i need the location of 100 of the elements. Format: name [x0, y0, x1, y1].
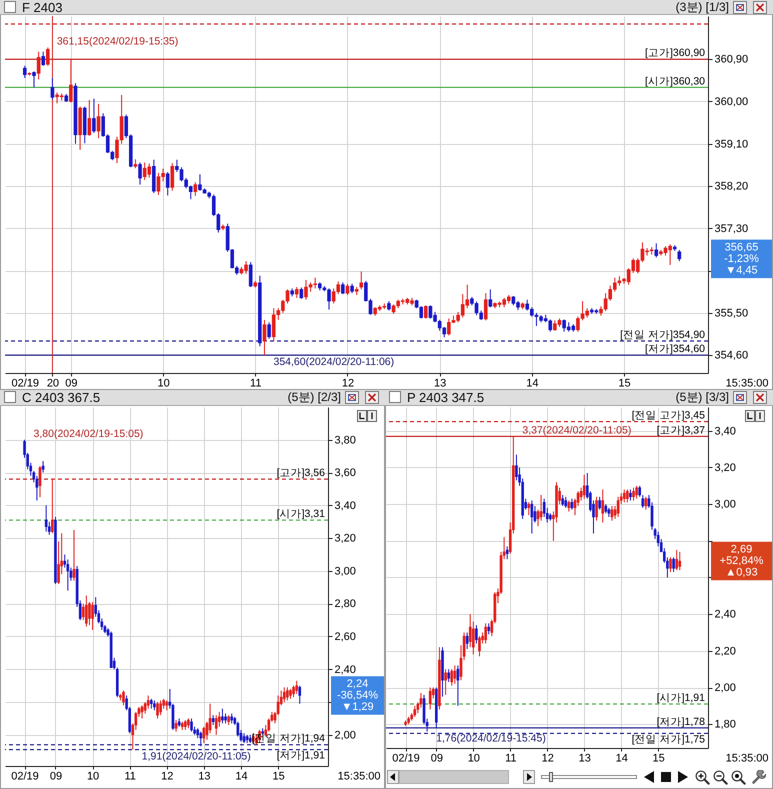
- candlestick: [447, 668, 450, 682]
- annotation: 3,80(2024/02/19-15:05): [34, 428, 144, 440]
- candlestick: [184, 720, 187, 730]
- candlestick: [350, 283, 354, 294]
- candlestick: [221, 708, 224, 724]
- candlestick: [654, 242, 658, 258]
- y-tick-label: 3,20: [334, 532, 356, 545]
- x-axis-title: 15:35:00: [726, 752, 768, 764]
- y-tick-label: 358,20: [714, 180, 748, 193]
- x-tick-label: 15: [272, 770, 285, 782]
- candlestick: [387, 300, 391, 312]
- candlestick: [456, 665, 460, 706]
- candlestick: [214, 714, 218, 736]
- candlestick: [85, 595, 88, 628]
- candlestick: [166, 171, 170, 196]
- chart-title: F 2403: [22, 0, 62, 15]
- candlestick: [450, 668, 454, 686]
- x-tick-label: 13: [578, 752, 591, 764]
- x-tick-label: 20: [46, 378, 60, 390]
- candlestick: [41, 51, 46, 66]
- candlestick: [487, 622, 490, 635]
- text: -1,23%: [724, 252, 760, 265]
- chart-title: C 2403 367.5: [22, 390, 100, 405]
- text: 2,69: [730, 544, 752, 556]
- candlestick: [42, 460, 44, 474]
- ref-line-label: [전일 저가]1,75: [632, 733, 706, 746]
- candlestick: [44, 504, 48, 532]
- candlestick: [548, 318, 552, 332]
- x-tick-label: 13: [434, 378, 446, 390]
- candlestick: [678, 249, 682, 262]
- candlestick: [286, 686, 289, 701]
- x-axis-title: 15:35:00: [726, 378, 768, 390]
- candlestick: [298, 685, 302, 704]
- y-tick-label: 359,10: [714, 138, 748, 150]
- ref-line-label: [고가]3,56: [276, 467, 326, 480]
- candlestick: [146, 695, 150, 710]
- candlestick: [165, 700, 168, 711]
- candlestick: [199, 731, 202, 747]
- x-tick-label: 12: [342, 378, 354, 390]
- x-tick-label: 14: [616, 752, 628, 764]
- candlestick: [227, 714, 230, 726]
- candlestick: [530, 500, 534, 534]
- x-tick-label: 12: [542, 752, 554, 764]
- candlestick: [159, 700, 162, 716]
- candlestick: [170, 162, 174, 192]
- x-axis-title: 15:35:00: [338, 770, 380, 782]
- ref-line-label: [전일 고가]3,45: [632, 410, 706, 422]
- text: -36,54%: [337, 690, 378, 702]
- candlestick: [66, 558, 70, 592]
- candlestick: [604, 504, 608, 514]
- candlestick: [147, 162, 152, 178]
- x-tick-label: 11: [505, 752, 516, 764]
- y-tick-label: 3,20: [714, 462, 736, 474]
- y-tick-label: 2,00: [334, 729, 356, 742]
- candlestick: [295, 680, 298, 694]
- candlestick: [153, 700, 156, 711]
- candlestick: [525, 299, 530, 312]
- ref-line-label: [고가]360,90: [645, 47, 706, 60]
- ref-line-label: [저가]354,60: [645, 343, 706, 356]
- candlestick: [272, 308, 276, 342]
- candlestick: [224, 713, 227, 724]
- candlestick: [484, 622, 487, 644]
- candlestick: [582, 474, 586, 500]
- candlestick: [156, 702, 159, 719]
- candlestick: [413, 705, 416, 718]
- candlestick: [601, 489, 604, 523]
- x-tick-label: 10: [468, 752, 480, 764]
- text: 356,65: [724, 241, 758, 254]
- y-tick-label: 2,20: [714, 645, 736, 658]
- ref-line-label: [전일 저가]354,90: [620, 329, 706, 342]
- candlestick: [629, 489, 632, 501]
- y-tick-label: 3,40: [334, 500, 356, 512]
- candlestick: [570, 498, 574, 510]
- candlestick: [46, 46, 50, 66]
- candlestick: [36, 51, 40, 80]
- x-tick-label: 02/19: [11, 770, 39, 782]
- candlestick: [428, 687, 432, 710]
- x-tick-label: 10: [157, 378, 170, 390]
- y-tick-label: 355,50: [714, 307, 748, 320]
- text: ▼4,45: [725, 264, 758, 276]
- x-tick-label: 15: [618, 378, 631, 390]
- candlestick: [359, 271, 364, 290]
- ref-line-label: [저가]1,91: [276, 750, 326, 762]
- candlestick: [150, 698, 153, 710]
- text: +52,84%: [720, 555, 764, 567]
- candlestick: [190, 718, 193, 732]
- candlestick: [187, 718, 190, 729]
- candlestick: [527, 502, 530, 516]
- y-tick-label: 1,80: [714, 718, 736, 731]
- candlestick: [69, 58, 73, 103]
- x-tick-label: 15: [652, 752, 665, 764]
- text: ▼1,29: [341, 701, 374, 714]
- x-tick-label: 10: [86, 770, 100, 782]
- candlestick: [475, 624, 478, 644]
- y-tick-label: 2,60: [334, 631, 356, 643]
- y-tick-label: 357,30: [714, 222, 748, 235]
- y-tick-label: 360,90: [714, 54, 748, 66]
- candlestick: [616, 496, 620, 518]
- y-tick-label: 2,40: [334, 664, 356, 676]
- candlestick: [138, 162, 142, 186]
